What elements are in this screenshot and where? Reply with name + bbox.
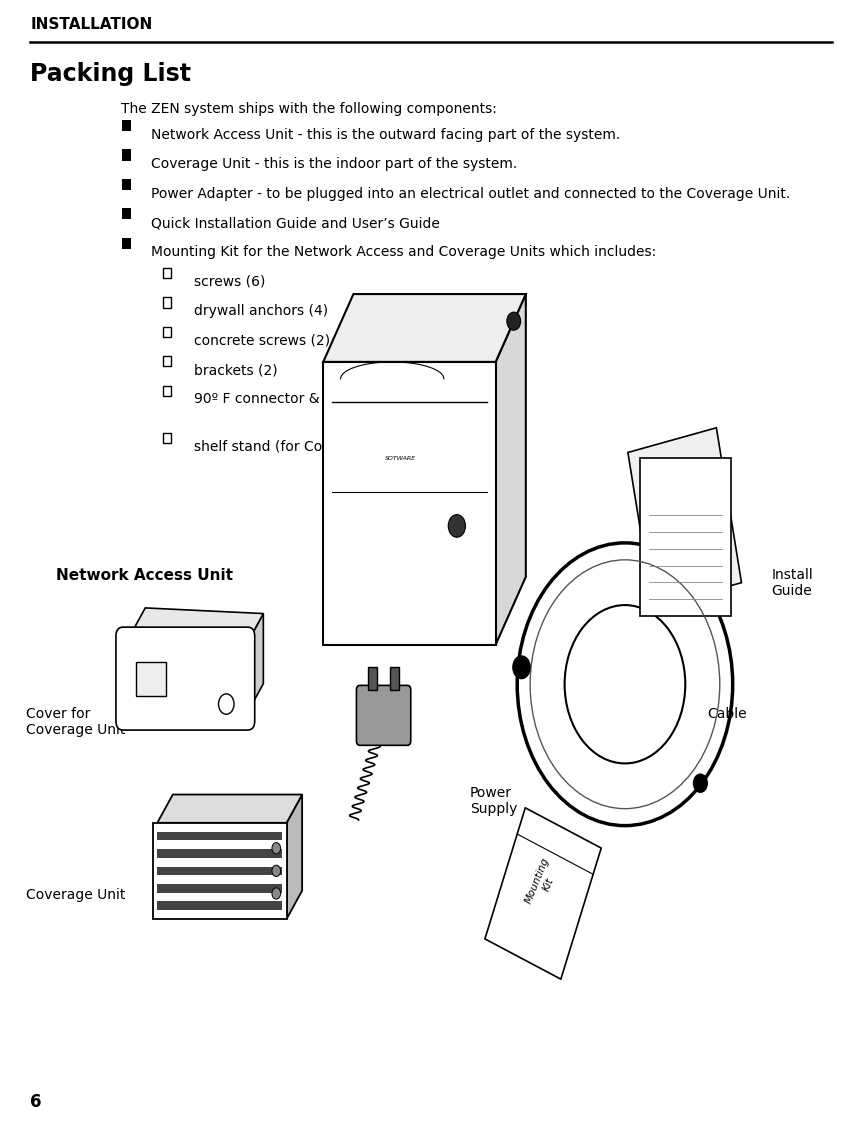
Bar: [122, 149, 131, 161]
Polygon shape: [323, 294, 525, 362]
Text: Power
Supply: Power Supply: [469, 786, 517, 817]
Bar: [639, 458, 730, 616]
Text: brackets (2): brackets (2): [194, 363, 277, 377]
Text: Cable: Cable: [706, 707, 746, 720]
Polygon shape: [286, 794, 302, 918]
Text: Mounting
Kit: Mounting Kit: [523, 855, 561, 909]
Bar: [122, 208, 131, 219]
Circle shape: [218, 693, 233, 715]
Bar: [122, 238, 131, 249]
Bar: [157, 901, 282, 910]
Polygon shape: [485, 808, 600, 979]
Circle shape: [512, 656, 530, 679]
Bar: [122, 120, 131, 131]
Text: Packing List: Packing List: [30, 62, 191, 86]
Text: Mounting Kit for the Network Access and Coverage Units which includes:: Mounting Kit for the Network Access and …: [151, 245, 655, 259]
Bar: [157, 831, 282, 840]
Text: INSTALLATION: INSTALLATION: [30, 17, 152, 32]
Bar: [163, 327, 170, 337]
Bar: [627, 428, 740, 607]
Text: Coverage Unit: Coverage Unit: [26, 888, 125, 901]
Circle shape: [517, 543, 732, 826]
Text: 90º F connector & wrench: 90º F connector & wrench: [194, 392, 374, 406]
Text: drywall anchors (4): drywall anchors (4): [194, 304, 328, 318]
Bar: [157, 866, 282, 875]
Text: Install
Guide: Install Guide: [771, 568, 812, 598]
Polygon shape: [248, 613, 263, 713]
Bar: [163, 268, 170, 278]
Circle shape: [448, 515, 465, 537]
Text: concrete screws (2): concrete screws (2): [194, 334, 330, 347]
Polygon shape: [130, 608, 263, 642]
Bar: [323, 362, 495, 645]
Polygon shape: [157, 794, 302, 823]
Bar: [153, 823, 287, 918]
FancyBboxPatch shape: [356, 685, 410, 745]
Bar: [157, 849, 282, 857]
Text: Cover for
Coverage Unit: Cover for Coverage Unit: [26, 707, 125, 737]
Circle shape: [272, 865, 281, 877]
Bar: [163, 356, 170, 366]
Text: screws (6): screws (6): [194, 275, 265, 288]
Text: 6: 6: [30, 1093, 41, 1111]
Bar: [157, 884, 282, 892]
Bar: [122, 179, 131, 190]
Bar: [163, 433, 170, 443]
Text: The ZEN system ships with the following components:: The ZEN system ships with the following …: [121, 102, 496, 115]
Text: Network Access Unit - this is the outward facing part of the system.: Network Access Unit - this is the outwar…: [151, 128, 619, 141]
Bar: [390, 667, 399, 690]
Text: Coverage Unit - this is the indoor part of the system.: Coverage Unit - this is the indoor part …: [151, 157, 517, 171]
Text: shelf stand (for Coverage Unit): shelf stand (for Coverage Unit): [194, 440, 408, 454]
Bar: [163, 297, 170, 308]
Circle shape: [272, 888, 281, 899]
Text: Quick Installation Guide and User’s Guide: Quick Installation Guide and User’s Guid…: [151, 216, 439, 230]
Circle shape: [564, 605, 684, 763]
Bar: [368, 667, 376, 690]
Circle shape: [272, 843, 281, 854]
Circle shape: [692, 775, 706, 793]
Bar: [163, 386, 170, 396]
Polygon shape: [495, 294, 525, 645]
Text: SOTWARE: SOTWARE: [385, 456, 416, 460]
Text: Power Adapter - to be plugged into an electrical outlet and connected to the Cov: Power Adapter - to be plugged into an el…: [151, 187, 790, 200]
Bar: [136, 662, 166, 696]
FancyBboxPatch shape: [115, 627, 255, 731]
Text: Network Access Unit: Network Access Unit: [56, 568, 232, 582]
Circle shape: [506, 312, 520, 330]
